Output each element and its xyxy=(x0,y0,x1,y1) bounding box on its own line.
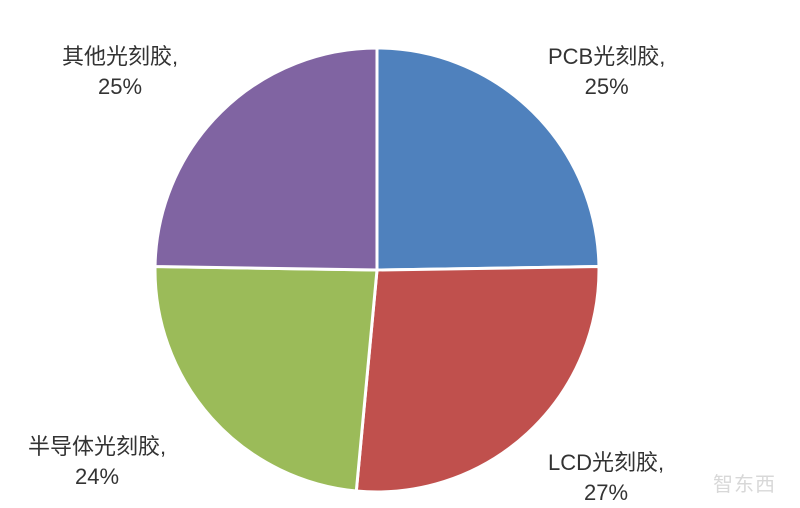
label-semiconductor-percent: 24% xyxy=(75,464,120,489)
label-pcb-percent: 25% xyxy=(584,74,629,99)
label-lcd: LCD光刻胶, 27% xyxy=(548,448,664,508)
label-pcb: PCB光刻胶, 25% xyxy=(548,42,665,102)
label-other-percent: 25% xyxy=(98,74,143,99)
label-semiconductor-name: 半导体光刻胶, xyxy=(28,434,167,459)
label-semiconductor: 半导体光刻胶, 24% xyxy=(28,432,166,492)
label-lcd-name: LCD光刻胶, xyxy=(548,450,665,475)
label-pcb-name: PCB光刻胶, xyxy=(548,44,666,69)
label-lcd-percent: 27% xyxy=(584,480,629,505)
pie-slice-semiconductor xyxy=(153,265,379,493)
pie-slice-lcd xyxy=(354,265,601,494)
pie-slice-other xyxy=(153,46,379,272)
watermark-logo: 智东西 xyxy=(713,474,776,496)
pie-slice-pcb xyxy=(375,46,601,272)
label-other-name: 其他光刻胶, xyxy=(62,44,179,69)
label-other: 其他光刻胶, 25% xyxy=(62,42,178,102)
